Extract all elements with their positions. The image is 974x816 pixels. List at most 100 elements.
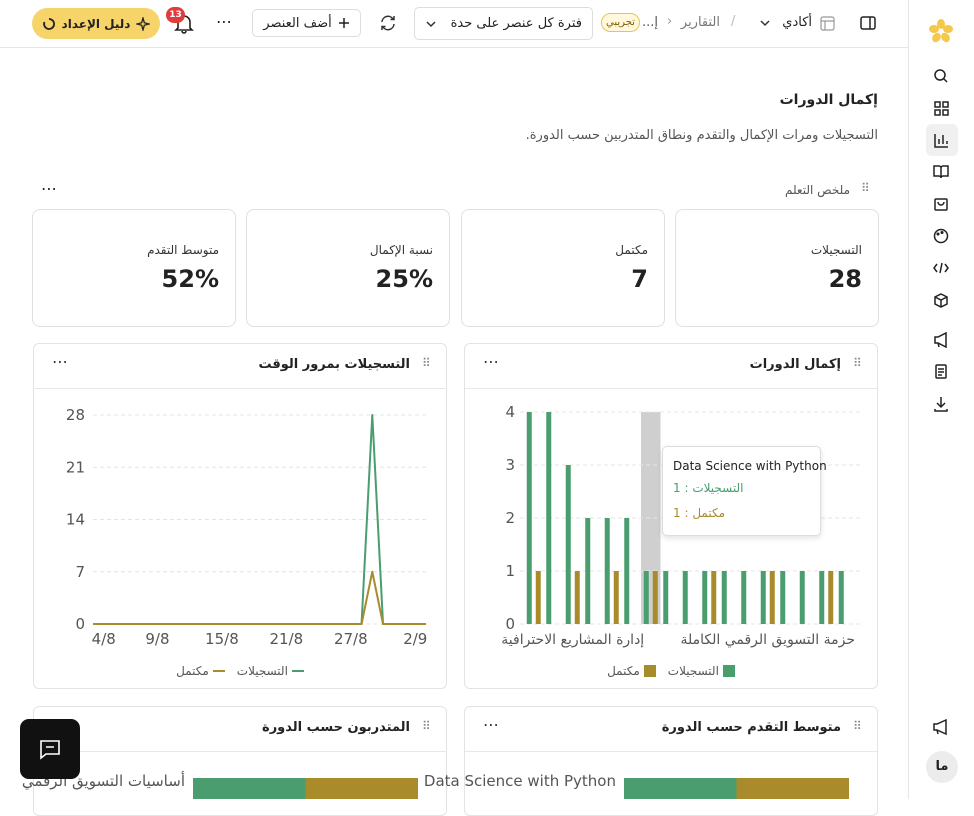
notification-badge: 13: [166, 7, 185, 23]
legend-label: التسجيلات: [667, 664, 719, 678]
more-menu[interactable]: ⋯: [52, 352, 69, 371]
store-icon[interactable]: [934, 198, 948, 211]
y-tick-label: 28: [66, 406, 85, 424]
bar: [604, 518, 610, 624]
code-icon[interactable]: [933, 262, 949, 274]
panel-header: [34, 344, 446, 389]
y-tick-label: Data Science with Python: [424, 772, 616, 790]
y-tick-label: 2: [505, 509, 515, 527]
stat-value: 28: [828, 265, 862, 293]
more-menu[interactable]: ⋯: [483, 352, 500, 371]
page-subtitle: التسجيلات ومرات الإكمال والتقدم ونطاق ال…: [525, 128, 878, 143]
bar: [780, 571, 786, 624]
progress-icon: [42, 17, 55, 30]
bar: [741, 571, 747, 624]
period-label: فترة كل عنصر على حدة: [450, 16, 582, 31]
chart-title: متوسط التقدم حسب الدورة: [661, 720, 841, 735]
bar: [711, 571, 717, 624]
y-tick-label: 4: [505, 403, 515, 421]
stat-card: نسبة الإكمال 25%: [246, 209, 450, 327]
legend-label: مكتمل: [176, 664, 209, 678]
bar: [535, 571, 541, 624]
breadcrumb-item[interactable]: إ...: [641, 15, 658, 30]
sidebar-nav: [926, 69, 958, 412]
add-item-label: أضف العنصر: [263, 15, 332, 31]
more-menu[interactable]: ⋯: [483, 715, 500, 734]
setup-guide-label: دليل الإعداد: [61, 16, 131, 31]
bar: [736, 778, 849, 799]
legend-line: [212, 670, 225, 672]
reports-icon[interactable]: [934, 134, 948, 148]
x-tick-label: 4/8: [92, 630, 116, 648]
drag-handle[interactable]: ⠿: [853, 356, 862, 370]
y-tick-label: 0: [505, 615, 515, 633]
chart-title: المتدربون حسب الدورة: [262, 720, 410, 735]
sidebar-toggle-icon[interactable]: [859, 14, 877, 32]
theme-icon[interactable]: [933, 228, 949, 244]
plus-icon: [338, 18, 349, 28]
legend-label: التسجيلات: [236, 664, 288, 678]
x-tick-label: 21/8: [270, 630, 304, 648]
stat-card: مكتمل 7: [461, 209, 665, 327]
x-tick-label: إدارة المشاريع الاحترافية: [501, 632, 644, 648]
tooltip: Data Science with Python التسجيلات : 1 مكت…: [662, 446, 827, 536]
breadcrumb-separator: /: [731, 14, 736, 29]
documents-icon[interactable]: [935, 364, 947, 379]
add-item-button[interactable]: أضف العنصر: [252, 9, 361, 37]
breadcrumb-item[interactable]: التقارير: [680, 15, 720, 30]
package-icon[interactable]: [934, 293, 948, 308]
tooltip-separator: :: [680, 506, 693, 520]
y-tick-label: 1: [505, 562, 515, 580]
drag-handle[interactable]: ⠿: [422, 719, 431, 733]
bar: [546, 412, 552, 624]
courses-icon[interactable]: [933, 165, 949, 179]
more-menu[interactable]: ⋯: [216, 12, 233, 31]
logo[interactable]: [928, 18, 954, 44]
breadcrumb-item[interactable]: أكادي: [782, 15, 812, 30]
x-tick-label: 15/8: [205, 630, 239, 648]
tooltip-value: 1: [673, 481, 681, 495]
download-icon[interactable]: [934, 397, 948, 412]
sidebar-border: [908, 0, 909, 799]
bar: [663, 571, 669, 624]
period-select[interactable]: فترة كل عنصر على حدة: [414, 7, 593, 40]
marketing-icon[interactable]: [934, 331, 947, 349]
page-title: إكمال الدورات: [779, 92, 878, 108]
y-tick-label: 3: [505, 456, 515, 474]
bar: [643, 571, 649, 624]
active-nav-background: [926, 124, 958, 156]
legend-line: [291, 670, 304, 672]
tooltip-series: التسجيلات: [692, 481, 744, 495]
legend: التسجيلات مكتمل: [464, 664, 878, 678]
panel-header: [465, 707, 877, 752]
drag-handle[interactable]: ⠿: [861, 181, 870, 195]
bar: [702, 571, 708, 624]
legend-item: التسجيلات: [237, 664, 304, 678]
tooltip-row: مكتمل : 1: [673, 506, 725, 520]
bar: [760, 571, 766, 624]
topbar: [0, 0, 908, 48]
more-menu[interactable]: ⋯: [41, 179, 57, 198]
setup-guide-button[interactable]: دليل الإعداد: [32, 8, 160, 39]
stat-label: مكتمل: [615, 243, 648, 257]
tooltip-series: مكتمل: [692, 506, 726, 520]
chat-button[interactable]: [20, 719, 80, 779]
user-avatar[interactable]: ما: [926, 751, 958, 783]
bar: [193, 778, 306, 799]
bar: [624, 778, 737, 799]
refresh-icon[interactable]: [379, 14, 397, 32]
drag-handle[interactable]: ⠿: [853, 719, 862, 733]
dashboard-icon[interactable]: [934, 101, 949, 116]
workspace-icon: [820, 16, 835, 31]
charts-layer: 0 7 14 21 28 4/8 9/8 15/8 21/8 27/8 2/9 0 1 2 3 4 إدارة …: [22, 403, 860, 799]
beta-badge: تجريبي: [601, 13, 640, 32]
search-icon[interactable]: [934, 69, 948, 83]
x-tick-label: حزمة التسويق الرقمي الكاملة: [680, 632, 855, 648]
announcements-icon[interactable]: [931, 718, 953, 736]
chevron-icon[interactable]: [759, 18, 771, 28]
stat-label: نسبة الإكمال: [369, 243, 433, 257]
bar: [526, 412, 532, 624]
drag-handle[interactable]: ⠿: [422, 356, 431, 370]
bar: [721, 571, 727, 624]
